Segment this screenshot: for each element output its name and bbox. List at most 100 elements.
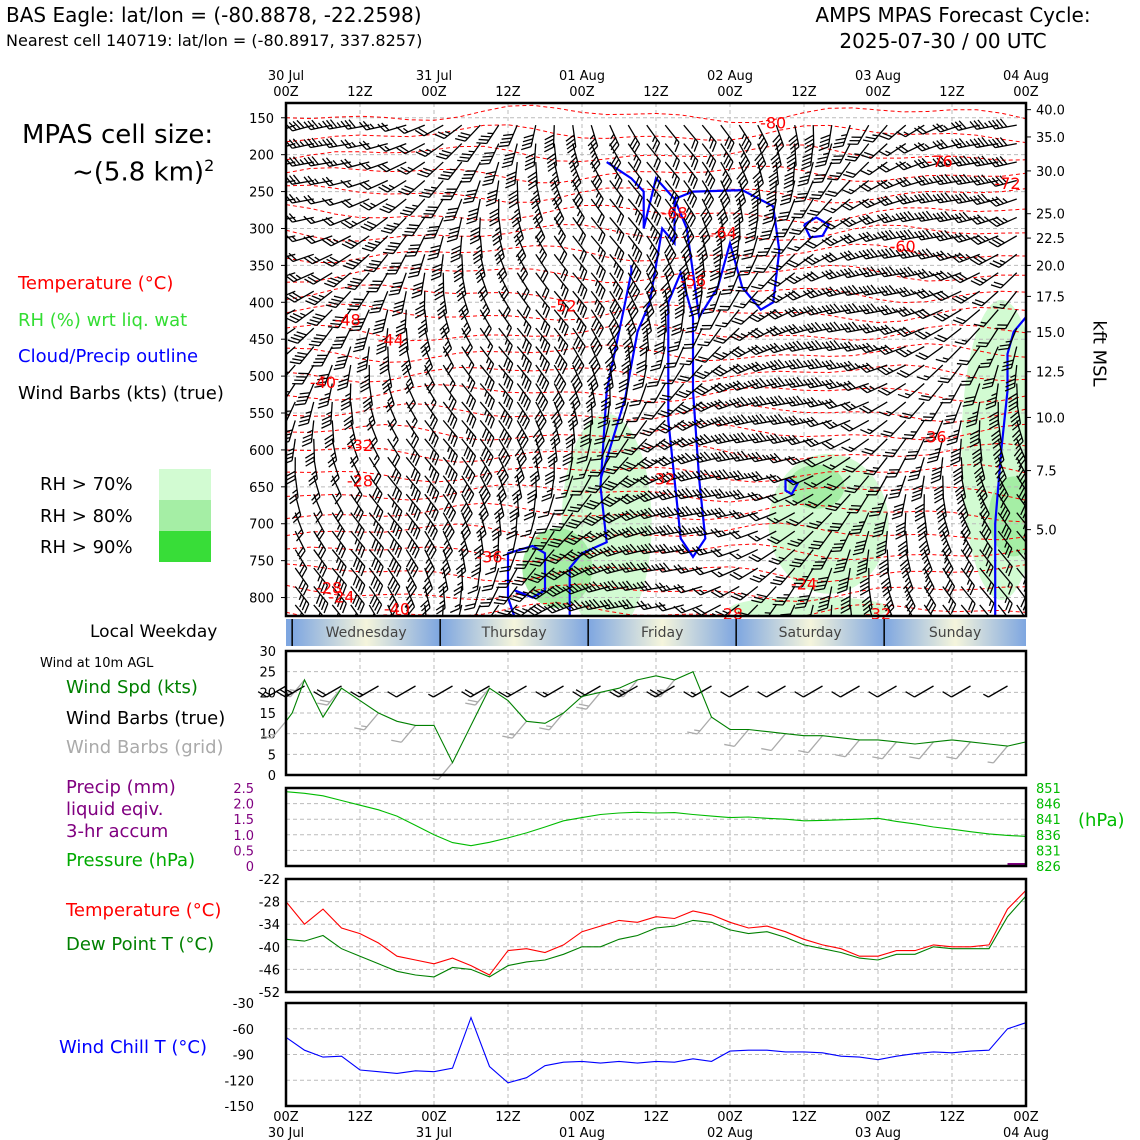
wind-barb-full-feather [289, 315, 300, 321]
rh80-label: RH > 80% [40, 506, 133, 527]
wind-barb-full-feather [471, 437, 477, 448]
wind-barb [498, 346, 514, 374]
wind-barb [308, 327, 333, 347]
wind-barb-full-feather [514, 608, 525, 614]
wind-barb-full-feather [408, 247, 419, 250]
wind-barb-full-feather [579, 249, 585, 260]
wind-barb-full-feather [540, 254, 548, 265]
wind-barb [535, 235, 548, 265]
wind-barb-full-feather [567, 537, 578, 543]
wind-barb [350, 586, 365, 614]
wind-barb-full-feather [583, 505, 594, 510]
wind-barb-full-feather [508, 201, 519, 209]
wind-barb-full-feather [360, 225, 371, 232]
wind-barb-staff [350, 604, 364, 616]
wind-barb [565, 512, 592, 529]
wind-barb-full-feather [379, 364, 389, 371]
wind-barb-full-feather [619, 215, 625, 226]
wind-barb-full-feather [305, 452, 315, 459]
wind-barb [627, 143, 642, 172]
wind-barb-full-feather [565, 524, 576, 529]
wind-barb-full-feather [616, 249, 622, 260]
wind-barb-full-feather [419, 149, 429, 155]
wind-barb-full-feather [555, 495, 566, 500]
wind-barb-full-feather [326, 258, 336, 265]
wind-barb-full-feather [375, 475, 382, 486]
isotherm [286, 483, 1026, 503]
wind-barb-full-feather [352, 556, 358, 568]
wind-barb-full-feather [356, 337, 367, 341]
wind-barb-full-feather [476, 525, 485, 534]
wind-barb-full-feather [444, 191, 455, 194]
wind-barb [349, 309, 370, 332]
wind-barb [382, 235, 407, 255]
wind-barb-full-feather [444, 348, 452, 357]
wind-barb-full-feather [499, 141, 511, 144]
wind-barb [664, 161, 680, 189]
wind-barb-full-feather [503, 357, 509, 368]
wind-barb-half-feather [419, 300, 425, 305]
wind-barb [527, 475, 538, 504]
wind-barb-full-feather [532, 605, 543, 613]
wind-barb-full-feather [480, 293, 488, 302]
wind-barb-full-feather [464, 509, 471, 520]
wind-barb-full-feather [554, 354, 561, 365]
wind-barb-full-feather [394, 300, 405, 305]
wind-barb-full-feather [288, 493, 298, 501]
wind-barb-full-feather [600, 234, 606, 245]
wind-barb-full-feather [446, 188, 457, 190]
wind-barb [544, 567, 574, 581]
wind-barb-full-feather [391, 468, 397, 479]
wind-barb-full-feather [302, 433, 313, 439]
wind-barb-full-feather [636, 359, 647, 366]
wind-barb [466, 198, 481, 225]
wind-barb [498, 438, 511, 467]
wind-barb-full-feather [412, 285, 423, 291]
wind-barb-half-feather [347, 181, 353, 187]
wind-barb-full-feather [468, 397, 474, 408]
wind-barb [617, 509, 647, 522]
wind-barb-full-feather [480, 601, 491, 604]
wind-barb-full-feather [434, 492, 440, 503]
wind-barb-full-feather [357, 581, 363, 592]
wind-barb [599, 562, 629, 574]
wind-barb [368, 549, 384, 577]
wind-barb-half-feather [522, 591, 529, 594]
wind-barb-half-feather [633, 154, 637, 161]
wind-barb-full-feather [600, 501, 611, 508]
wind-barb [590, 253, 606, 282]
wind-barb-half-feather [614, 435, 621, 438]
pressure-label: Pressure (hPa) [66, 850, 196, 871]
wind-barb-full-feather [585, 490, 596, 494]
wind-barb-full-feather [297, 351, 308, 356]
wind-barb-full-feather [563, 555, 573, 562]
wind-barb [516, 290, 531, 319]
wind-barb-full-feather [548, 572, 558, 579]
wind-barb-half-feather [337, 276, 344, 280]
wind-barb-full-feather [303, 176, 312, 186]
wind-barb [286, 121, 296, 134]
wind-barb [459, 161, 481, 183]
wind-barb-half-feather [614, 601, 619, 608]
wind-barb-full-feather [438, 312, 447, 320]
wind-barb [479, 309, 492, 338]
wind-barb-full-feather [653, 253, 660, 264]
wind-barb-full-feather [362, 140, 371, 149]
wind-barb [341, 235, 370, 250]
wind-barb [455, 124, 481, 142]
wind-barb-full-feather [428, 505, 434, 516]
wind-barb-full-feather [586, 374, 595, 383]
wind-barb-full-feather [486, 475, 493, 486]
wind-barb-full-feather [532, 451, 541, 461]
wind-barb-full-feather [372, 303, 383, 307]
wind-barb-full-feather [354, 344, 365, 349]
wind-barb-full-feather [565, 441, 576, 449]
wind-barb-full-feather [370, 307, 382, 310]
wind-barb-full-feather [625, 599, 634, 608]
wind-barb-full-feather [442, 170, 454, 174]
wind-barb-full-feather [599, 565, 608, 574]
wind-barb-full-feather [649, 269, 657, 280]
wind-barb-full-feather [463, 446, 469, 457]
wind-barb-full-feather [292, 156, 301, 166]
wind-barb [442, 364, 456, 394]
